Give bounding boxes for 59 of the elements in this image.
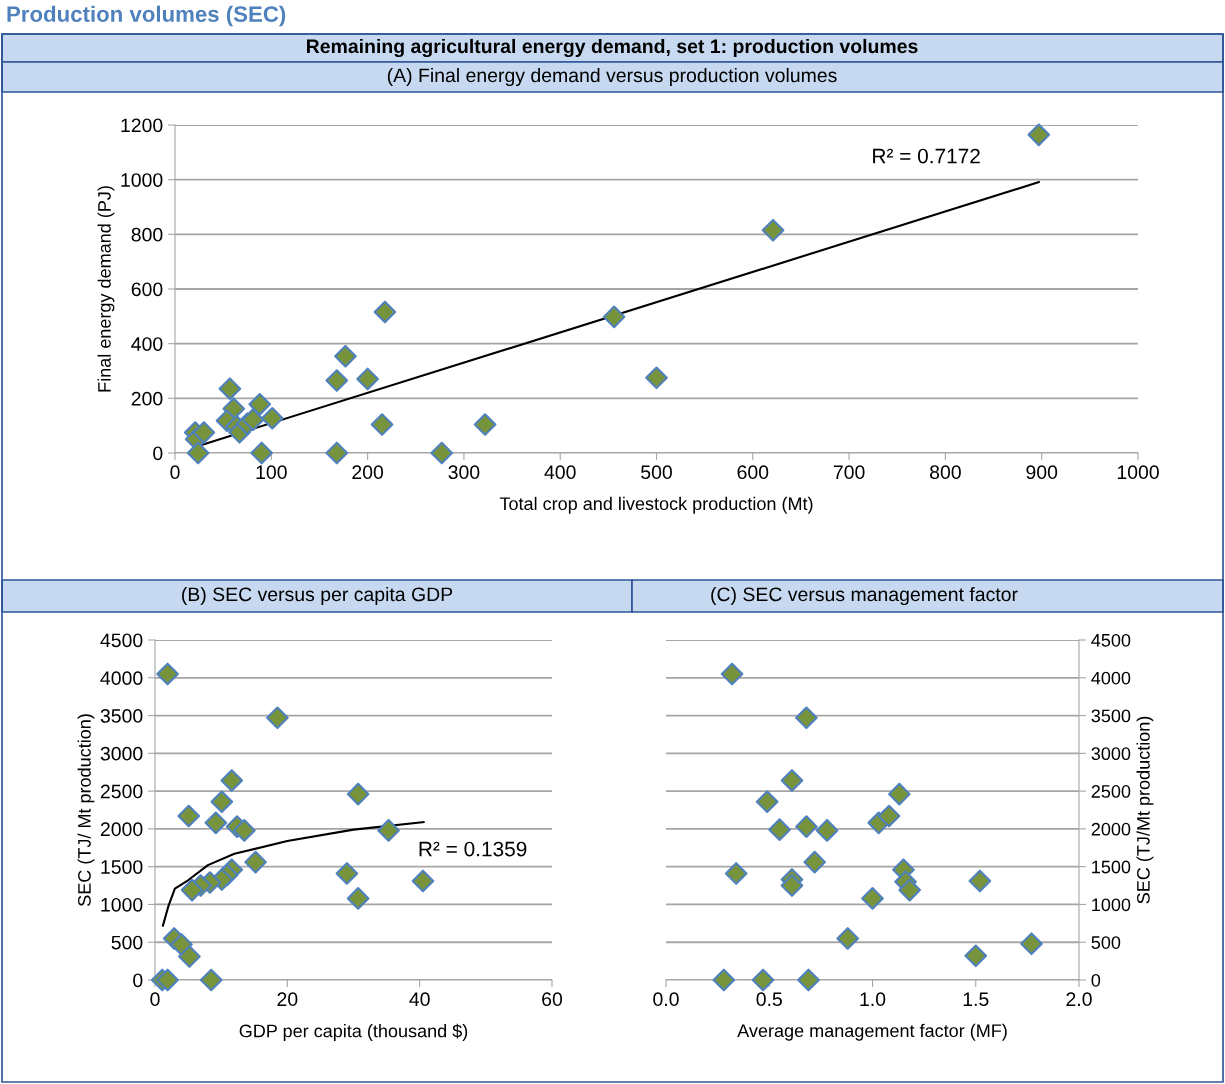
x-tick-label: 1000: [1117, 465, 1159, 480]
x-axis-title: Average management factor (MF): [737, 1023, 1007, 1041]
x-tick-label: 800: [930, 465, 961, 480]
text: Production volumes (SEC): [7, 5, 286, 27]
y-axis-title: SEC (TJ/ Mt production): [77, 714, 95, 906]
y-tick-label: 2000: [100, 822, 143, 837]
x-tick-label: 400: [544, 465, 576, 480]
x-tick-label: 0.5: [756, 992, 782, 1007]
y2-tick-label: 0: [1091, 973, 1101, 987]
y-tick-label: 2500: [100, 784, 143, 799]
y-tick-label: 4500: [100, 633, 143, 648]
chart-title: (B) SEC versus per capita GDP: [182, 586, 453, 606]
x-tick-label: 100: [256, 465, 287, 480]
y2-axis-title: SEC (TJ/Mt production): [1136, 716, 1154, 904]
y2-tick-label: 2000: [1091, 822, 1131, 836]
annotation: R² = 0.7172: [873, 148, 980, 164]
y-tick-label: 1200: [121, 118, 163, 133]
x-tick-label: 20: [277, 992, 298, 1007]
chart-title: (C) SEC versus management factor: [711, 586, 1018, 606]
y-tick-label: 0: [133, 973, 143, 988]
x-tick-label: 1.5: [963, 992, 989, 1007]
annotation: R² = 0.1359: [419, 841, 527, 857]
chart-subtitle: (A) Final energy demand versus production volumes: [387, 67, 837, 87]
x-tick-label: 500: [641, 465, 672, 480]
y-tick-label: 0: [153, 446, 163, 461]
y-tick-label: 1500: [101, 860, 143, 874]
y-tick-label: 600: [131, 282, 163, 297]
x-tick-label: 300: [448, 465, 480, 480]
x-tick-label: 60: [542, 992, 563, 1007]
y-tick-label: 3000: [100, 746, 143, 761]
y-tick-label: 1000: [101, 897, 143, 912]
x-axis-title: GDP per capita (thousand $): [239, 1023, 468, 1041]
y2-tick-label: 4500: [1091, 633, 1131, 647]
y-tick-label: 4000: [100, 671, 143, 686]
x-tick-label: 600: [737, 465, 769, 480]
y2-tick-label: 1000: [1092, 898, 1131, 912]
y2-tick-label: 1500: [1092, 860, 1131, 874]
y2-tick-label: 4000: [1091, 671, 1131, 685]
y-tick-label: 3500: [100, 709, 143, 723]
y-tick-label: 500: [111, 935, 143, 950]
y-axis-title: Final energy demand (PJ): [97, 186, 115, 392]
y-tick-label: 1000: [121, 173, 163, 187]
y-tick-label: 200: [131, 391, 163, 406]
x-tick-label: 900: [1026, 465, 1058, 480]
x-tick-label: 40: [409, 992, 430, 1007]
x-tick-label: 1.0: [860, 992, 886, 1007]
x-tick-label: 700: [833, 465, 865, 480]
x-tick-label: 200: [352, 465, 384, 480]
chart-title: Remaining agricultural energy demand, set 1: production volumes: [307, 38, 918, 58]
y-tick-label: 400: [131, 337, 163, 351]
y2-tick-label: 2500: [1091, 785, 1131, 798]
y-tick-label: 800: [131, 227, 163, 242]
y2-tick-label: 500: [1091, 936, 1121, 949]
x-tick-label: 0: [170, 465, 180, 480]
x-tick-label: 2.0: [1066, 992, 1092, 1007]
x-tick-label: 0.0: [653, 992, 679, 1007]
y2-tick-label: 3500: [1091, 709, 1131, 723]
y2-tick-label: 3000: [1091, 747, 1131, 761]
x-axis-title: Total crop and livestock production (Mt): [499, 496, 813, 514]
